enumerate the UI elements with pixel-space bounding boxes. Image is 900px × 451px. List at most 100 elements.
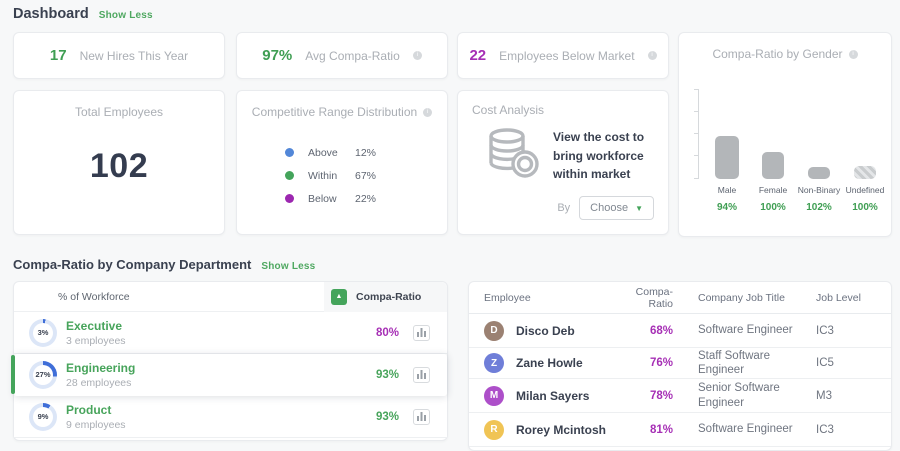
above-dot-icon xyxy=(285,148,294,157)
show-less-link[interactable]: Show Less xyxy=(261,261,316,272)
avatar: R xyxy=(484,419,504,440)
stat-card-below-market: 22 Employees Below Market i xyxy=(457,32,669,79)
department-row-engineering[interactable]: 27% Engineering 28 employees 93% xyxy=(11,354,447,396)
department-table-header: % of Workforce ▲ Compa-Ratio xyxy=(14,282,447,312)
employee-name: Zane Howle xyxy=(516,356,583,370)
total-employees-title: Total Employees xyxy=(74,105,164,119)
category-label: Non-Binary xyxy=(797,185,841,195)
page-header: Dashboard Show Less xyxy=(13,6,153,22)
category-label: Undefined xyxy=(845,185,885,195)
info-icon[interactable]: i xyxy=(647,51,657,60)
total-employees-card: Total Employees 102 xyxy=(13,90,225,235)
below-dot-icon xyxy=(285,194,294,203)
category-value: 100% xyxy=(852,202,878,213)
department-name: Engineering xyxy=(66,360,136,375)
sort-ascending-button[interactable]: ▲ xyxy=(331,289,347,305)
department-employee-count: 3 employees xyxy=(66,334,126,347)
show-less-link[interactable]: Show Less xyxy=(98,10,153,21)
page-title: Dashboard xyxy=(13,6,89,22)
department-name: Executive xyxy=(66,318,123,333)
stat-card-new-hires: 17 New Hires This Year xyxy=(13,32,225,79)
stat-value: 17 xyxy=(49,47,67,64)
cost-analysis-title: Cost Analysis xyxy=(472,103,545,117)
stat-label: Avg Compa-Ratio xyxy=(305,48,400,63)
legend-row-below: Below 22% xyxy=(285,187,376,210)
department-compa-ratio: 80% xyxy=(375,326,399,339)
avatar: M xyxy=(484,385,504,406)
by-label: By xyxy=(557,202,571,214)
stacked-distribution-bar xyxy=(385,136,401,218)
employee-job-title: Software Engineer xyxy=(698,423,793,436)
job-level-column-header: Job Level xyxy=(816,291,861,304)
employee-job-level: IC5 xyxy=(816,357,834,369)
competitive-range-legend: Above 12% Within 67% Below 22% xyxy=(285,141,376,210)
total-employees-value: 102 xyxy=(89,147,149,185)
gender-bar-chart xyxy=(705,89,887,179)
employee-row[interactable]: M Milan Sayers 78% Senior Software Engin… xyxy=(469,379,891,413)
category-value: 94% xyxy=(716,202,737,213)
bar-chart-icon[interactable] xyxy=(413,408,430,425)
employee-compa-ratio: 76% xyxy=(649,357,673,369)
employee-job-title: Senior Software Engineer xyxy=(698,382,780,409)
employee-compa-ratio: 68% xyxy=(649,324,673,337)
compa-column-header: Compa-Ratio xyxy=(635,285,673,310)
legend-row-within: Within 67% xyxy=(285,164,376,187)
department-row-executive[interactable]: 3% Executive 3 employees 80% xyxy=(14,312,447,354)
bar-male xyxy=(715,136,739,179)
job-title-column-header: Company Job Title xyxy=(698,291,785,304)
employee-compa-ratio: 78% xyxy=(649,389,673,402)
stat-label: Employees Below Market xyxy=(499,48,635,63)
employee-job-title: Staff Software Engineer xyxy=(698,349,771,376)
bar-female xyxy=(762,152,784,179)
stat-value: 97% xyxy=(262,47,293,64)
info-icon[interactable]: i xyxy=(848,49,858,59)
stat-card-avg-compa-ratio: 97% Avg Compa-Ratio i xyxy=(236,32,448,79)
employee-job-level: M3 xyxy=(816,389,832,402)
employee-job-title: Software Engineer xyxy=(698,324,793,337)
department-table-card: % of Workforce ▲ Compa-Ratio 3% Executiv… xyxy=(11,281,448,441)
within-dot-icon xyxy=(285,171,294,180)
workforce-donut: 9% xyxy=(29,402,57,431)
cost-analysis-description: View the cost to bring workforce within … xyxy=(553,130,645,182)
employee-row[interactable]: Z Zane Howle 76% Staff Software Engineer… xyxy=(469,348,891,379)
segment-below xyxy=(385,201,401,218)
employee-job-level: IC3 xyxy=(816,423,834,436)
workforce-donut: 27% xyxy=(29,360,57,389)
employee-job-level: IC3 xyxy=(816,324,834,337)
employee-table-card: Employee Compa-Ratio Company Job Title J… xyxy=(468,281,892,451)
gender-chart-labels: Male 94% Female 100% Non-Binary 102% Und… xyxy=(705,185,887,213)
employee-name: Milan Sayers xyxy=(516,388,590,403)
department-employee-count: 9 employees xyxy=(66,418,126,431)
category-label: Female xyxy=(758,185,788,195)
employee-name: Rorey Mcintosh xyxy=(516,422,607,437)
competitive-range-card: Competitive Range Distribution i Above 1… xyxy=(236,90,448,235)
legend-row-above: Above 12% xyxy=(285,141,376,164)
category-label: Male xyxy=(717,185,737,195)
choose-dropdown[interactable]: Choose ▼ xyxy=(579,196,654,220)
bar-non-binary xyxy=(808,167,830,179)
bar-chart-icon[interactable] xyxy=(413,366,430,383)
workforce-column-header: % of Workforce xyxy=(58,290,130,303)
department-section-title: Compa-Ratio by Company Department xyxy=(13,257,252,272)
info-icon[interactable]: i xyxy=(423,107,433,117)
workforce-donut: 3% xyxy=(29,318,57,347)
category-value: 102% xyxy=(806,202,832,213)
coins-icon xyxy=(484,127,542,184)
department-section-header: Compa-Ratio by Company Department Show L… xyxy=(13,257,315,272)
segment-above xyxy=(385,136,401,145)
compa-ratio-by-gender-card: Compa-Ratio by Gender i Male 94% Female … xyxy=(678,32,892,237)
department-compa-ratio: 93% xyxy=(375,368,399,381)
employee-row[interactable]: D Disco Deb 68% Software Engineer IC3 xyxy=(469,314,891,348)
gender-card-title: Compa-Ratio by Gender xyxy=(712,47,843,61)
stat-value: 22 xyxy=(469,47,487,64)
compa-column-header: ▲ Compa-Ratio xyxy=(324,282,447,312)
info-icon[interactable]: i xyxy=(412,51,422,60)
employee-row[interactable]: R Rorey Mcintosh 81% Software Engineer I… xyxy=(469,413,891,447)
employee-table-header: Employee Compa-Ratio Company Job Title J… xyxy=(469,282,891,314)
gender-chart-axis xyxy=(694,89,704,179)
bar-chart-icon[interactable] xyxy=(413,324,430,341)
department-compa-ratio: 93% xyxy=(375,410,399,423)
employee-compa-ratio: 81% xyxy=(649,423,673,436)
avatar: D xyxy=(484,320,504,341)
category-value: 100% xyxy=(760,202,786,213)
